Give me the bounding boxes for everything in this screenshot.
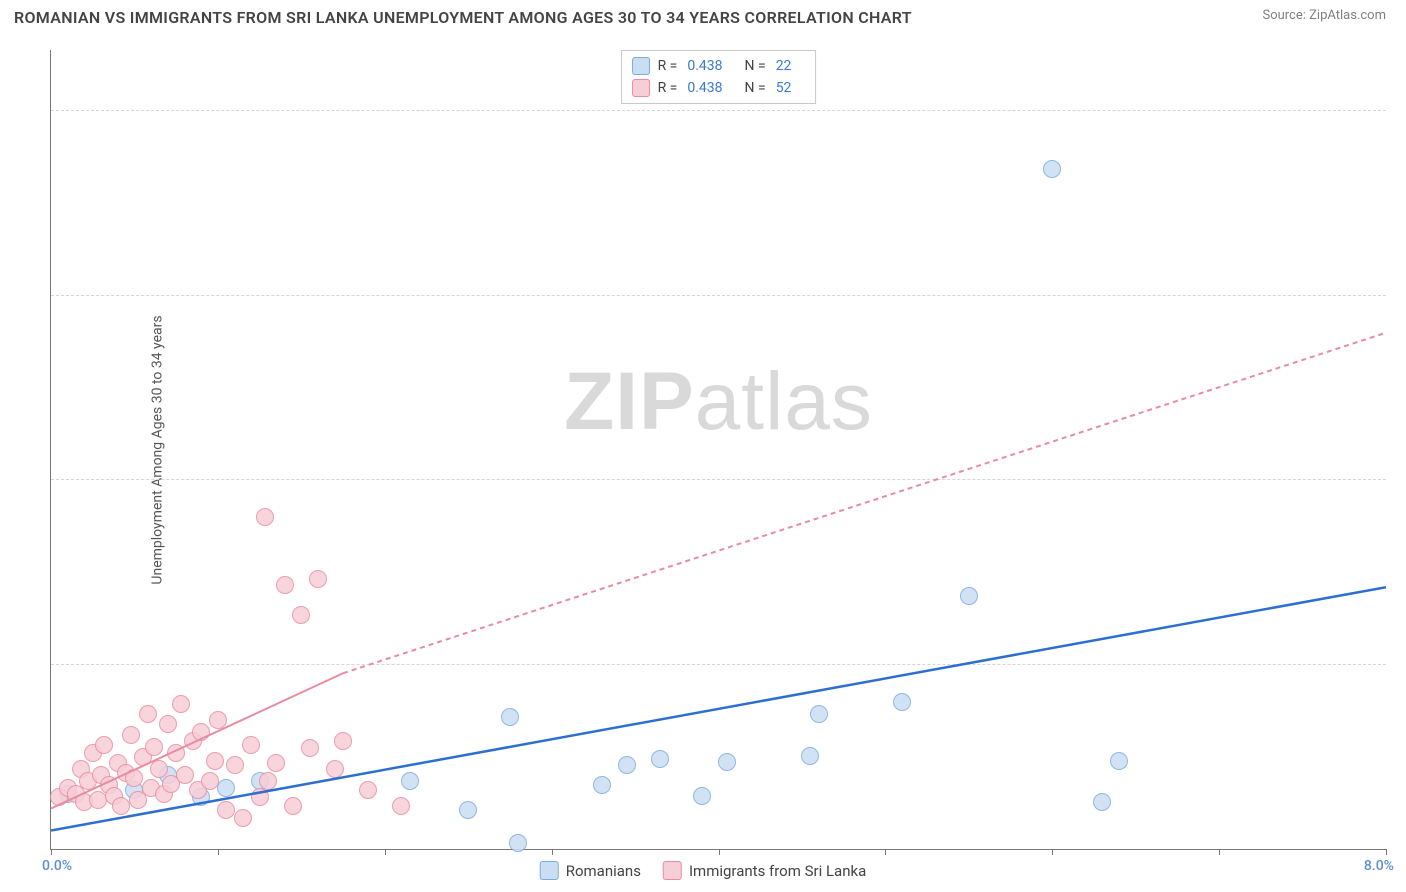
legend-label: Romanians: [566, 862, 641, 880]
data-point: [209, 711, 227, 729]
data-point: [226, 756, 244, 774]
data-point: [618, 756, 636, 774]
data-point: [167, 744, 185, 762]
r-label: R =: [658, 80, 678, 96]
legend-label: Immigrants from Sri Lanka: [689, 862, 866, 880]
legend-swatch-icon: [540, 861, 559, 880]
data-point: [176, 766, 194, 784]
x-axis-max-label: 8.0%: [1364, 858, 1394, 874]
n-label: N =: [745, 80, 766, 96]
x-tick: [1386, 849, 1387, 855]
n-value: 22: [776, 58, 792, 74]
gridline: [51, 479, 1386, 480]
data-point: [301, 739, 319, 757]
plot-region: ZIPatlas R = 0.438 N = 22 R = 0.438 N = …: [50, 50, 1386, 850]
data-point: [267, 754, 285, 772]
data-point: [810, 705, 828, 723]
data-point: [112, 797, 130, 815]
data-point: [960, 587, 978, 605]
y-axis-label: Unemployment Among Ages 30 to 34 years: [150, 315, 166, 584]
data-point: [718, 753, 736, 771]
legend-swatch-icon: [663, 861, 682, 880]
data-point: [256, 508, 274, 526]
x-tick: [719, 849, 720, 855]
data-point: [276, 576, 294, 594]
legend-row-series-0: R = 0.438 N = 22: [632, 55, 806, 77]
data-point: [359, 781, 377, 799]
x-tick: [885, 849, 886, 855]
data-point: [326, 760, 344, 778]
r-label: R =: [658, 58, 678, 74]
x-tick: [218, 849, 219, 855]
legend-swatch-icon: [632, 57, 650, 75]
data-point: [309, 570, 327, 588]
gridline: [51, 295, 1386, 296]
data-point: [392, 797, 410, 815]
data-point: [234, 809, 252, 827]
gridline: [51, 110, 1386, 111]
data-point: [801, 747, 819, 765]
data-point: [401, 772, 419, 790]
data-point: [334, 732, 352, 750]
r-value: 0.438: [687, 80, 722, 96]
data-point: [89, 791, 107, 809]
data-point: [259, 772, 277, 790]
data-point: [693, 787, 711, 805]
data-point: [593, 776, 611, 794]
x-tick: [51, 849, 52, 855]
data-point: [1110, 752, 1128, 770]
data-point: [95, 736, 113, 754]
x-axis-min-label: 0.0%: [42, 858, 72, 874]
data-point: [145, 738, 163, 756]
data-point: [172, 695, 190, 713]
x-tick: [385, 849, 386, 855]
watermark: ZIPatlas: [564, 355, 873, 449]
gridline: [51, 664, 1386, 665]
data-point: [251, 788, 269, 806]
data-point: [459, 801, 477, 819]
legend-series: Romanians Immigrants from Sri Lanka: [540, 861, 867, 880]
source-attribution: Source: ZipAtlas.com: [1262, 8, 1386, 23]
data-point: [284, 797, 302, 815]
n-label: N =: [745, 58, 766, 74]
data-point: [893, 693, 911, 711]
legend-correlation-box: R = 0.438 N = 22 R = 0.438 N = 52: [621, 50, 817, 104]
x-tick: [552, 849, 553, 855]
data-point: [501, 708, 519, 726]
data-point: [292, 606, 310, 624]
data-point: [1043, 160, 1061, 178]
data-point: [509, 834, 527, 852]
x-tick: [1052, 849, 1053, 855]
legend-row-series-1: R = 0.438 N = 52: [632, 77, 806, 99]
data-point: [651, 750, 669, 768]
data-point: [139, 705, 157, 723]
data-point: [192, 723, 210, 741]
data-point: [242, 736, 260, 754]
data-point: [206, 752, 224, 770]
legend-item-romanians: Romanians: [540, 861, 641, 880]
data-point: [159, 715, 177, 733]
n-value: 52: [776, 80, 792, 96]
chart-title: ROMANIAN VS IMMIGRANTS FROM SRI LANKA UN…: [14, 8, 912, 27]
x-tick: [1219, 849, 1220, 855]
legend-item-sri-lanka: Immigrants from Sri Lanka: [663, 861, 866, 880]
data-point: [217, 801, 235, 819]
chart-area: ZIPatlas R = 0.438 N = 22 R = 0.438 N = …: [50, 50, 1386, 850]
data-point: [125, 769, 143, 787]
data-point: [122, 726, 140, 744]
data-point: [217, 779, 235, 797]
data-point: [1093, 793, 1111, 811]
legend-swatch-icon: [632, 79, 650, 97]
data-point: [201, 772, 219, 790]
r-value: 0.438: [687, 58, 722, 74]
trend-lines-layer: [51, 50, 1386, 849]
